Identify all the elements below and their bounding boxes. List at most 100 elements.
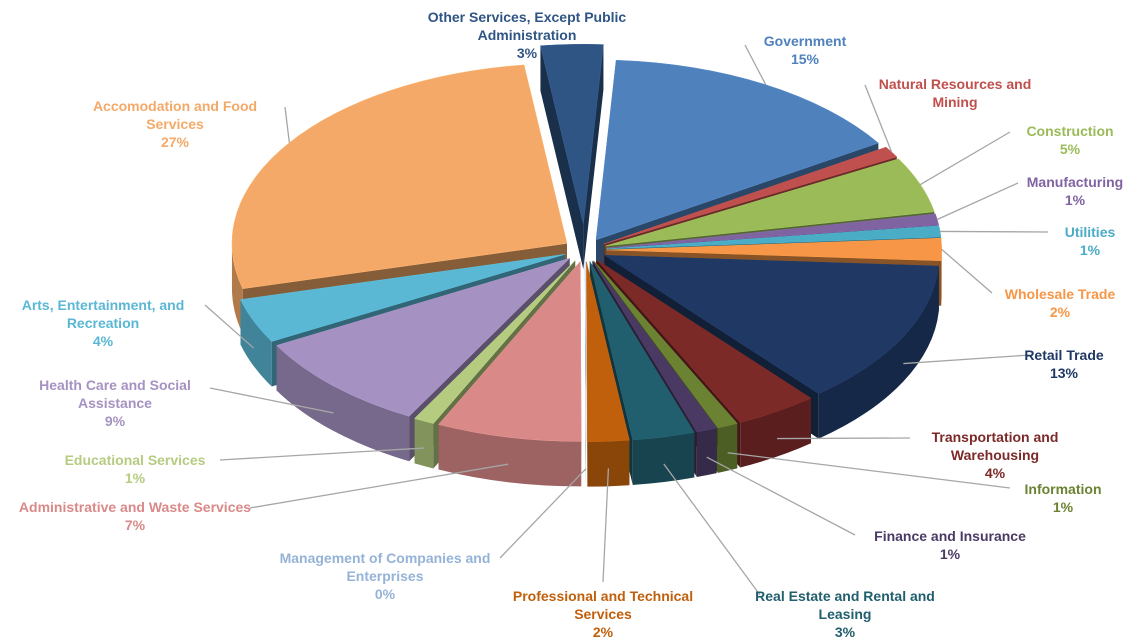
slice-top [606,213,940,249]
leader-line [499,468,587,559]
slice-top [605,158,935,247]
slice-top [240,254,565,342]
data-label: Finance and Insurance 1% [855,527,1045,563]
category-label: Accomodation and Food Services [92,98,258,132]
slice-wall [587,440,630,487]
value-label: 1% [1052,499,1074,515]
slice-top [603,255,940,394]
slice-wall [414,418,434,469]
slice-top [606,237,943,262]
slice-top [592,260,718,433]
category-label: Health Care and Social Assistance [39,377,191,411]
data-label: Educational Services 1% [10,451,260,487]
data-label: Information 1% [1013,480,1113,516]
value-label: 4% [92,333,114,349]
value-label: 3% [834,624,856,638]
data-label: Health Care and Social Assistance 9% [15,376,215,430]
value-label: 1% [939,546,961,562]
data-label: Utilities 1% [1050,223,1130,259]
slice-wall [818,266,939,439]
value-label: 3% [516,45,538,61]
slice [438,260,582,487]
category-label: Arts, Entertainment, and Recreation [21,297,185,331]
data-label: Wholesale Trade 2% [990,285,1130,321]
value-label: 0% [374,586,396,602]
value-label: 9% [104,413,126,429]
leader-line [249,463,509,509]
leader-line [204,304,255,349]
category-label: Retail Trade [1024,347,1104,363]
category-label: Other Services, Except Public Administra… [427,9,627,43]
slice-top [584,261,587,442]
slice-top [595,59,879,241]
slice [540,44,604,270]
slice-side [583,44,604,270]
category-label: Management of Companies and Enterprises [279,550,491,584]
slice-top [603,146,898,245]
leader-line [284,106,290,143]
slice-top [540,44,604,225]
value-label: 1% [1064,192,1086,208]
slice-wall [740,398,811,468]
category-label: Administrative and Waste Services [18,499,252,515]
category-label: Professional and Technical Services [512,588,694,622]
category-label: Natural Resources and Mining [878,76,1032,110]
data-label: Management of Companies and Enterprises 0… [270,549,500,603]
slice-wall [231,243,243,334]
leader-line [744,44,767,86]
slice-top [586,261,630,442]
category-label: Finance and Insurance [874,528,1026,544]
slice [586,261,630,487]
leader-line [663,463,761,596]
slice-wall [941,249,942,306]
value-label: 1% [1079,242,1101,258]
data-label: Other Services, Except Public Administra… [427,8,627,62]
slice-wall [240,299,272,387]
value-label: 5% [1059,141,1081,157]
category-label: Transportation and Warehousing [931,429,1059,463]
value-label: 7% [124,517,146,533]
value-label: 2% [592,624,614,638]
category-label: Wholesale Trade [1004,286,1116,302]
data-label: Transportation and Warehousing 4% [910,428,1080,482]
data-label: Real Estate and Rental and Leasing 3% [735,587,955,638]
category-label: Government [763,33,847,49]
data-label: Retail Trade 13% [1004,346,1124,382]
slice-wall [632,432,695,485]
leader-line [936,182,1019,221]
leader-line [706,456,856,536]
category-label: Manufacturing [1026,174,1124,190]
slice-top [596,259,812,423]
slice-side [540,45,584,270]
slice-top [593,260,738,429]
leader-line [219,447,424,461]
data-label: Professional and Technical Services 2% [493,587,713,638]
category-label: Information [1024,481,1102,497]
leader-line [940,230,1049,233]
leader-line [903,354,1031,365]
category-label: Real Estate and Rental and Leasing [755,588,935,622]
data-label: Administrative and Waste Services 7% [10,498,260,534]
leader-line [941,248,993,294]
data-label: Construction 5% [1000,122,1140,158]
value-label: 1% [124,470,146,486]
slice-wall [696,428,717,478]
slice-wall [717,423,738,473]
slice-wall [276,345,410,462]
slice-wall [438,424,582,487]
leader-line [864,84,893,153]
value-label: 13% [1049,365,1079,381]
category-label: Construction [1026,123,1114,139]
slice-top [276,258,570,417]
leader-line [777,437,911,440]
slice-top [414,260,576,424]
data-label: Accomodation and Food Services 27% [65,97,285,151]
value-label: 2% [1049,304,1071,320]
data-label: Arts, Entertainment, and Recreation 4% [3,296,203,350]
slice-top [589,261,695,441]
category-label: Utilities [1064,224,1116,240]
slice [584,261,587,487]
data-label: Manufacturing 1% [1015,173,1135,209]
